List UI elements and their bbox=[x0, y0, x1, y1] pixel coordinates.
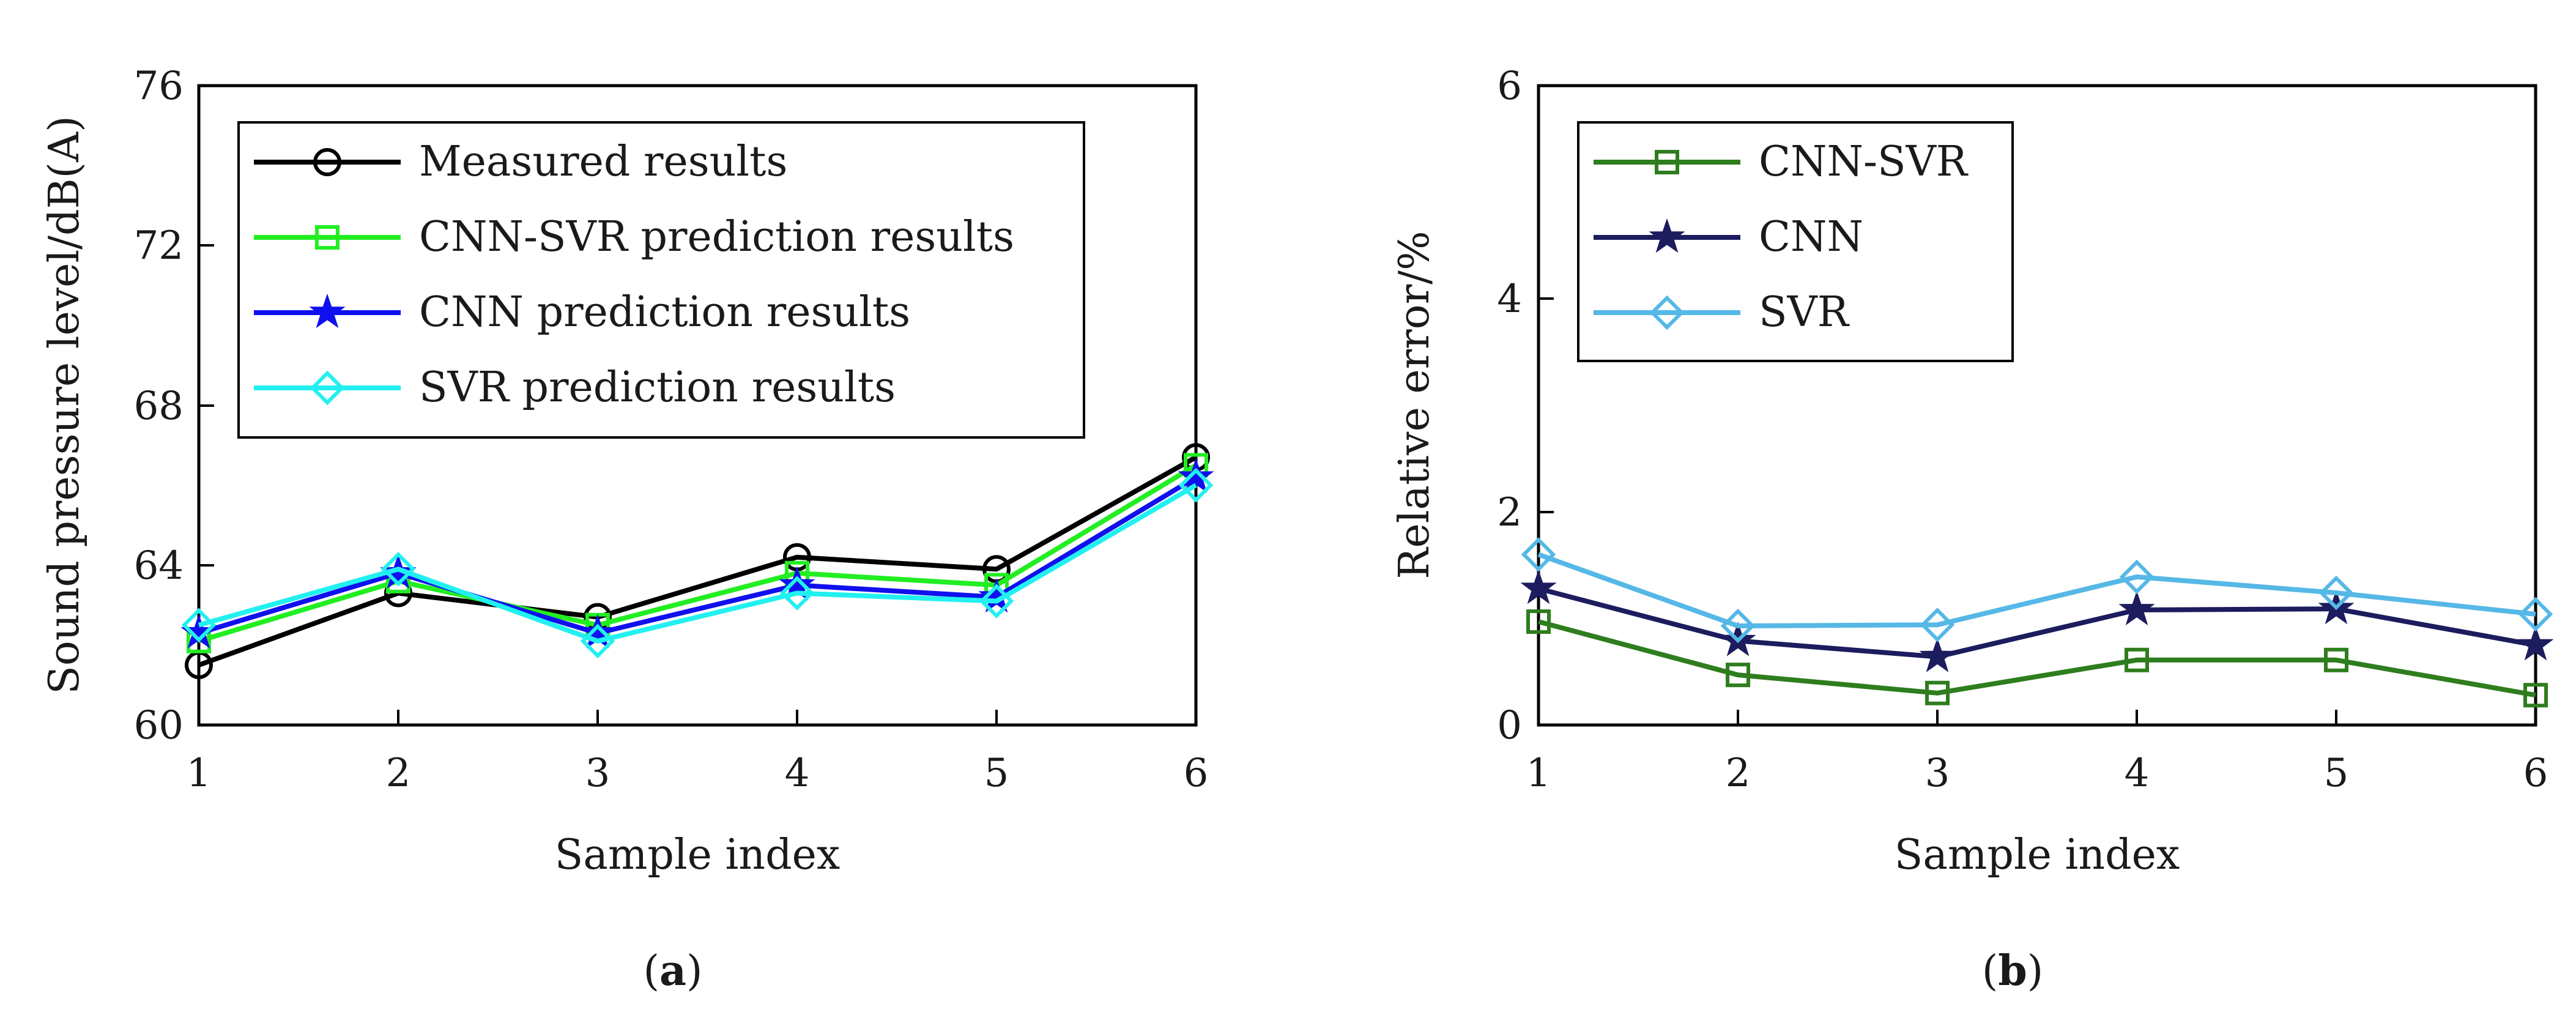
chart-a-caption-close: ) bbox=[686, 947, 703, 995]
chart-b-series-layer bbox=[1520, 537, 2554, 708]
chart-a-xtick-label: 5 bbox=[984, 751, 1009, 796]
chart-a-legend: Measured results CNN-SVR prediction resu… bbox=[237, 121, 1085, 439]
chart-a-series-line-3 bbox=[198, 483, 1198, 644]
chart-a-caption: (a) bbox=[643, 946, 702, 995]
chart-a-xlabel: Sample index bbox=[555, 831, 840, 879]
chart-a-legend-label: SVR prediction results bbox=[419, 363, 896, 412]
chart-a-legend-swatches bbox=[254, 148, 401, 406]
chart-b-data-point bbox=[2518, 597, 2553, 632]
chart-b-caption-close: ) bbox=[2027, 947, 2044, 995]
chart-a-legend-swatch-marker bbox=[313, 148, 341, 176]
chart-b-legend-label: CNN bbox=[1759, 213, 1863, 261]
chart-b-x-axis: 1 2 3 4 5 6 Sample index bbox=[1526, 710, 2548, 879]
chart-b-ytick-label: 4 bbox=[1497, 277, 1522, 322]
chart-b-xtick-label: 6 bbox=[2523, 751, 2548, 796]
chart-b-data-point bbox=[1521, 537, 1556, 572]
chart-b-data-point bbox=[2119, 559, 2155, 595]
chart-a-series-line-0 bbox=[198, 455, 1197, 667]
chart-a-data-point bbox=[380, 552, 416, 587]
chart-b-plot-frame bbox=[1537, 84, 2537, 727]
chart-b-data-point bbox=[2517, 626, 2554, 661]
chart-a-legend-label: CNN-SVR prediction results bbox=[419, 213, 1014, 261]
chart-b-data-point bbox=[2318, 575, 2354, 611]
chart-a-ytick-label: 60 bbox=[134, 703, 184, 748]
chart-b-data-point bbox=[1526, 609, 1551, 634]
chart-b-ylabel: Relative error/% bbox=[1390, 231, 1439, 579]
chart-b-legend-swatch-marker bbox=[1649, 295, 1685, 330]
chart-b-y-axis: 0 2 4 6 Relative error/% bbox=[1390, 64, 1554, 748]
chart-b-data-point bbox=[2324, 647, 2348, 672]
chart-a-xtick-label: 6 bbox=[1184, 751, 1209, 796]
chart-a-x-axis: 1 2 3 4 5 6 Sample index bbox=[187, 710, 1209, 879]
chart-a-legend-label: Measured results bbox=[419, 138, 787, 186]
chart-b-legend: CNN-SVR CNN SVR bbox=[1577, 121, 2014, 362]
chart-a-ytick-label: 64 bbox=[134, 543, 184, 589]
chart-b-caption-open: ( bbox=[1982, 947, 1999, 995]
chart-a-data-point bbox=[181, 608, 217, 642]
chart-b-ytick-label: 2 bbox=[1497, 490, 1522, 535]
chart-a-legend-box bbox=[237, 121, 1085, 439]
chart-a-data-point bbox=[580, 623, 615, 659]
chart-b-legend-swatch-marker bbox=[1655, 150, 1679, 174]
chart-b-caption: (b) bbox=[1982, 946, 2044, 995]
chart-b-data-point bbox=[2125, 647, 2149, 672]
chart-a-series-line-1 bbox=[198, 463, 1198, 644]
chart-a-legend-swatch-marker bbox=[310, 370, 345, 406]
chart-b-data-point bbox=[1520, 569, 1557, 604]
chart-a-data-point bbox=[979, 584, 1014, 619]
chart-a-series-line-2 bbox=[198, 475, 1198, 636]
chart-b-legend-swatch-marker bbox=[1649, 218, 1685, 253]
chart-b-series-line-0 bbox=[1537, 619, 2536, 698]
chart-b-data-point bbox=[2118, 590, 2155, 626]
chart-a-y-axis: 60 64 68 72 76 Sound pressure level/dB(A… bbox=[40, 64, 214, 748]
chart-b: 0 2 4 6 Relative error/% 1 2 3 4 5 6 Sam… bbox=[1390, 64, 2554, 995]
chart-b-data-point bbox=[1919, 638, 1956, 672]
chart-a-legend-swatch-marker bbox=[309, 293, 346, 329]
chart-b-xtick-label: 4 bbox=[2125, 751, 2150, 796]
chart-b-series-line-2 bbox=[1537, 552, 2536, 628]
chart-b-xtick-label: 2 bbox=[1726, 751, 1751, 796]
chart-b-xtick-label: 5 bbox=[2324, 751, 2349, 796]
chart-a-xtick-label: 3 bbox=[585, 751, 611, 796]
chart-b-ytick-label: 6 bbox=[1497, 64, 1522, 109]
chart-a-ylabel: Sound pressure level/dB(A) bbox=[40, 116, 89, 694]
chart-b-data-point bbox=[1720, 608, 1756, 644]
chart-b-ytick-label: 0 bbox=[1497, 703, 1522, 748]
chart-b-xtick-label: 3 bbox=[1925, 751, 1950, 796]
chart-a-xtick-label: 1 bbox=[187, 751, 212, 796]
chart-a-data-point bbox=[779, 576, 815, 611]
chart-a-caption-letter: a bbox=[659, 946, 686, 995]
chart-a-xtick-label: 2 bbox=[386, 751, 411, 796]
chart-b-legend-label: CNN-SVR bbox=[1759, 138, 1969, 186]
chart-b-data-point bbox=[1920, 608, 1955, 642]
chart-b-xlabel: Sample index bbox=[1895, 831, 2180, 879]
chart-a-xtick-label: 4 bbox=[785, 751, 810, 796]
chart-b-series-line-1 bbox=[1537, 586, 2536, 660]
chart-b-legend-swatches bbox=[1594, 150, 1740, 330]
chart-b-xtick-label: 1 bbox=[1526, 751, 1551, 796]
chart-a-legend-swatch-marker bbox=[315, 225, 340, 250]
chart-a-ytick-label: 68 bbox=[134, 384, 184, 429]
chart-b-caption-letter: b bbox=[1998, 946, 2027, 995]
chart-a-series-layer bbox=[180, 443, 1214, 680]
chart-b-data-point bbox=[2523, 683, 2548, 708]
chart-a-legend-label: CNN prediction results bbox=[419, 288, 910, 336]
chart-a-caption-open: ( bbox=[643, 947, 659, 995]
chart-b-data-point bbox=[1726, 663, 1750, 688]
chart-a-ytick-label: 72 bbox=[134, 223, 184, 269]
chart-b-legend-label: SVR bbox=[1759, 288, 1850, 336]
chart-a: 60 64 68 72 76 Sound pressure level/dB(A… bbox=[40, 64, 1214, 995]
chart-a-ytick-label: 76 bbox=[134, 64, 184, 109]
chart-a-data-point bbox=[1178, 458, 1214, 493]
chart-b-data-point bbox=[1925, 680, 1950, 705]
chart-a-data-point bbox=[1178, 467, 1214, 503]
